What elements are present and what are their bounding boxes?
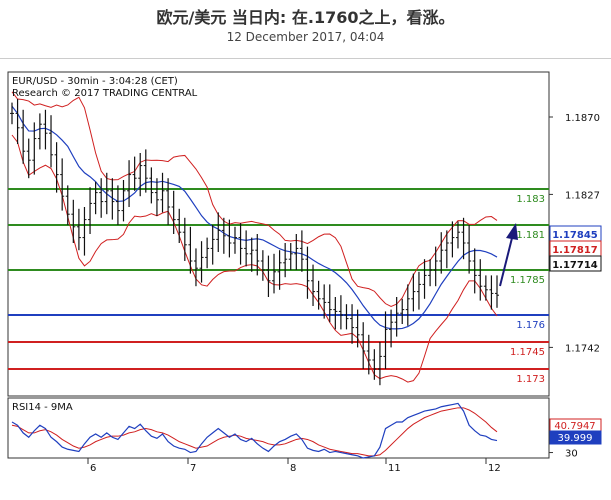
rsi-title: RSI14 - 9MA xyxy=(12,402,73,413)
x-tick-label: 11 xyxy=(388,463,401,474)
level-label: 1.1745 xyxy=(510,347,545,358)
price-tag-label: 1.17817 xyxy=(552,245,598,256)
chart-container: 1.183 1.181 1.1785 1.176 1.1745 1.173 1.1870 1… xyxy=(0,68,611,480)
forecast-arrow-shaft xyxy=(499,237,513,287)
rsi-tag-box xyxy=(549,430,602,445)
bollinger-upper-line xyxy=(11,91,498,307)
x-tick-label: 8 xyxy=(290,463,296,474)
rsi-y-tick-label: 30 xyxy=(565,449,578,460)
moving-average xyxy=(11,105,498,330)
chart-info-line-1: EUR/USD - 30min - 3:04:28 (CET) xyxy=(12,76,178,87)
x-tick-label: 6 xyxy=(90,463,96,474)
forecast-arrow-head xyxy=(506,223,518,240)
chart-info-line-2: Research © 2017 TRADING CENTRAL xyxy=(12,88,198,99)
support-resistance-levels: 1.183 1.181 1.1785 1.176 1.1745 1.173 xyxy=(8,188,549,385)
moving-average-line xyxy=(11,105,498,330)
y-tick-label: 1.1742 xyxy=(565,343,600,354)
price-axis: 1.1870 1.1827 1.1742 xyxy=(549,113,600,354)
time-axis: 6 7 8 11 12 xyxy=(87,458,501,474)
rsi-tag-label: 40.7947 xyxy=(554,421,595,432)
report-date: 12 December 2017, 04:04 xyxy=(226,30,385,44)
bollinger-lower-line xyxy=(11,134,498,383)
level-label: 1.176 xyxy=(516,320,545,331)
x-tick-label: 12 xyxy=(488,463,501,474)
forecast-arrow xyxy=(499,223,518,287)
level-label: 1.181 xyxy=(516,230,545,241)
y-tick-label: 1.1827 xyxy=(565,190,600,201)
price-tag-label: 1.17714 xyxy=(552,260,598,271)
header-divider xyxy=(0,58,611,59)
y-tick-label: 1.1870 xyxy=(565,113,600,124)
price-bars xyxy=(10,99,499,386)
level-label: 1.173 xyxy=(516,374,545,385)
price-tag-box xyxy=(549,255,602,272)
bollinger-bands xyxy=(11,91,498,383)
rsi-panel-frame xyxy=(7,397,550,459)
price-tag-label: 1.17845 xyxy=(552,230,598,241)
level-label: 1.183 xyxy=(516,194,545,205)
rsi-signal-line xyxy=(11,407,498,457)
x-tick-label: 7 xyxy=(190,463,196,474)
rsi-line xyxy=(11,402,498,459)
page-title: 欧元/美元 当日内: 在.1760之上，看涨。 xyxy=(156,8,455,27)
level-label: 1.1785 xyxy=(510,275,545,286)
price-tags: 1.17845 1.17817 1.17714 xyxy=(549,225,602,272)
rsi-tag-label: 39.999 xyxy=(558,433,593,444)
